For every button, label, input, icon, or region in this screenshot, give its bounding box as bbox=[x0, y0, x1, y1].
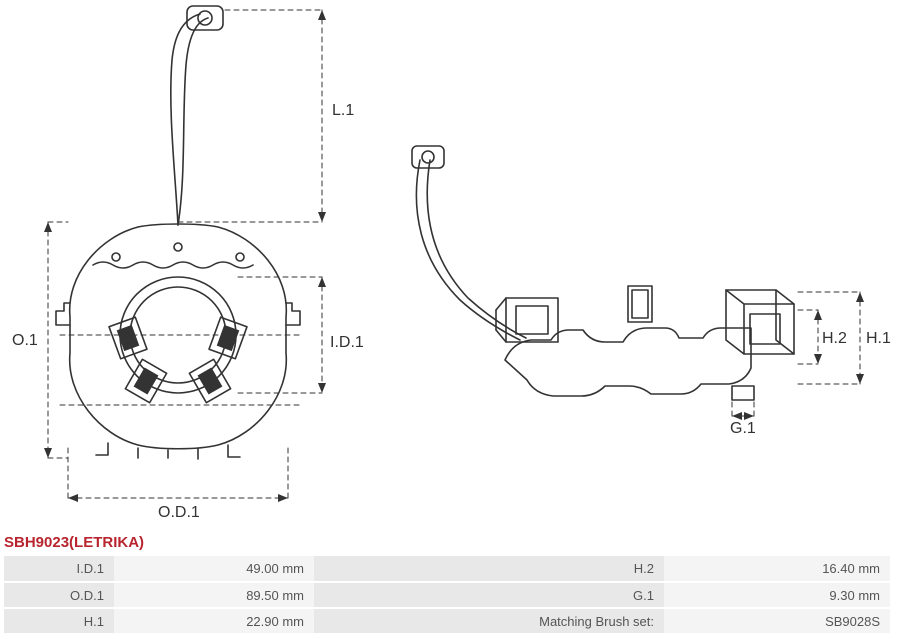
spec-label: G.1 bbox=[314, 582, 664, 608]
table-row: I.D.1 49.00 mm H.2 16.40 mm bbox=[4, 556, 890, 582]
spec-label: H.1 bbox=[4, 608, 114, 634]
spec-value: 9.30 mm bbox=[664, 582, 890, 608]
spec-value: 89.50 mm bbox=[114, 582, 314, 608]
spec-label: H.2 bbox=[314, 556, 664, 582]
spec-table: I.D.1 49.00 mm H.2 16.40 mm O.D.1 89.50 … bbox=[4, 556, 890, 635]
table-row: H.1 22.90 mm Matching Brush set: SB9028S bbox=[4, 608, 890, 634]
dim-label-h2: H.2 bbox=[822, 330, 847, 348]
part-brand: LETRIKA bbox=[74, 534, 139, 551]
dim-label-id1: I.D.1 bbox=[330, 334, 364, 352]
spec-value: 49.00 mm bbox=[114, 556, 314, 582]
spec-label: I.D.1 bbox=[4, 556, 114, 582]
part-number: SBH9023 bbox=[4, 534, 69, 551]
front-view bbox=[56, 224, 300, 459]
side-view bbox=[412, 146, 794, 400]
spec-label: O.D.1 bbox=[4, 582, 114, 608]
dim-label-h1: H.1 bbox=[866, 330, 891, 348]
spec-value: 16.40 mm bbox=[664, 556, 890, 582]
part-title: SBH9023(LETRIKA) bbox=[4, 534, 144, 551]
dim-label-l1: L.1 bbox=[332, 102, 354, 120]
spec-value: 22.90 mm bbox=[114, 608, 314, 634]
table-row: O.D.1 89.50 mm G.1 9.30 mm bbox=[4, 582, 890, 608]
spec-value: SB9028S bbox=[664, 608, 890, 634]
dim-label-o1: O.1 bbox=[12, 332, 38, 350]
spec-label: Matching Brush set: bbox=[314, 608, 664, 634]
dim-label-g1: G.1 bbox=[730, 420, 756, 438]
dim-label-od1: O.D.1 bbox=[158, 504, 200, 522]
technical-drawing-svg bbox=[0, 0, 897, 530]
diagram-area: L.1 O.1 I.D.1 O.D.1 H.2 H.1 G.1 bbox=[0, 0, 897, 530]
